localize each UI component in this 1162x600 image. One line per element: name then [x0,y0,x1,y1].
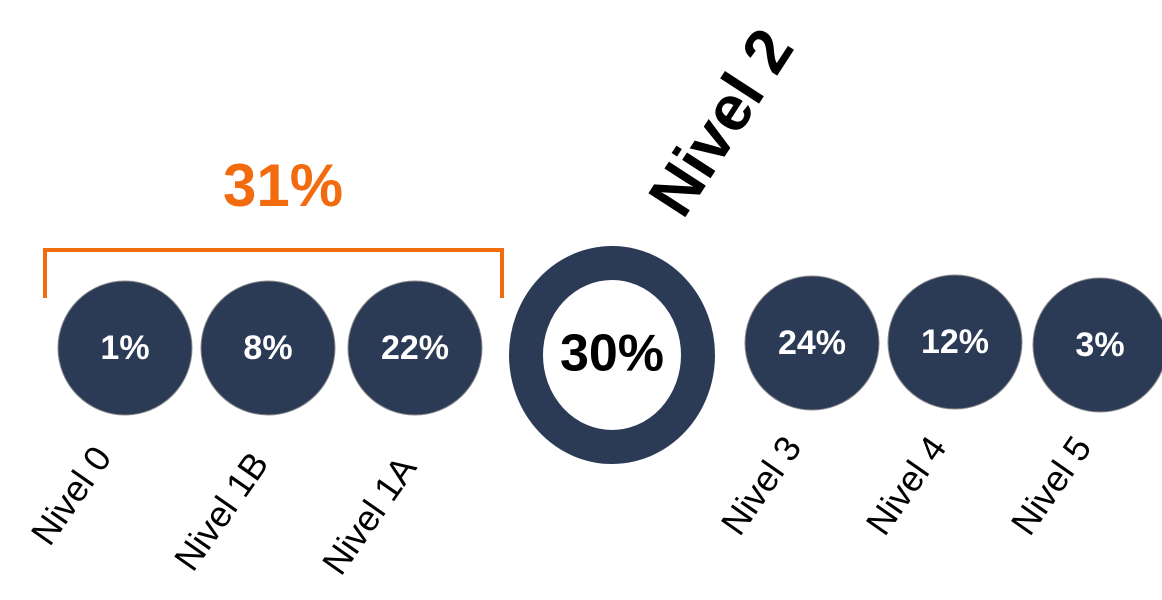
level-value: 22% [381,329,449,367]
level-circle [887,274,1023,410]
level-circle [1032,277,1162,413]
level-value: 1% [100,329,149,367]
level-value: 3% [1075,326,1124,364]
group-label: 31% [223,152,343,219]
group-bracket [43,248,504,298]
level-name: Nivel 3 [713,429,810,543]
level-ring [509,246,715,464]
level-circle [57,280,193,416]
level-name: Nivel 4 [858,429,955,543]
level-name: Nivel 1A [314,449,424,582]
level-value: 30% [560,325,664,383]
level-name: Nivel 5 [1003,429,1100,543]
level-circle [347,280,483,416]
level-circle [744,275,880,411]
level-value: 24% [778,324,846,362]
level-name: Nivel 1B [166,445,276,578]
level-value: 8% [243,329,292,367]
level-circle [200,280,336,416]
level-value: 12% [921,323,989,361]
level-name: Nivel 2 [634,16,807,228]
level-name: Nivel 0 [23,439,120,553]
